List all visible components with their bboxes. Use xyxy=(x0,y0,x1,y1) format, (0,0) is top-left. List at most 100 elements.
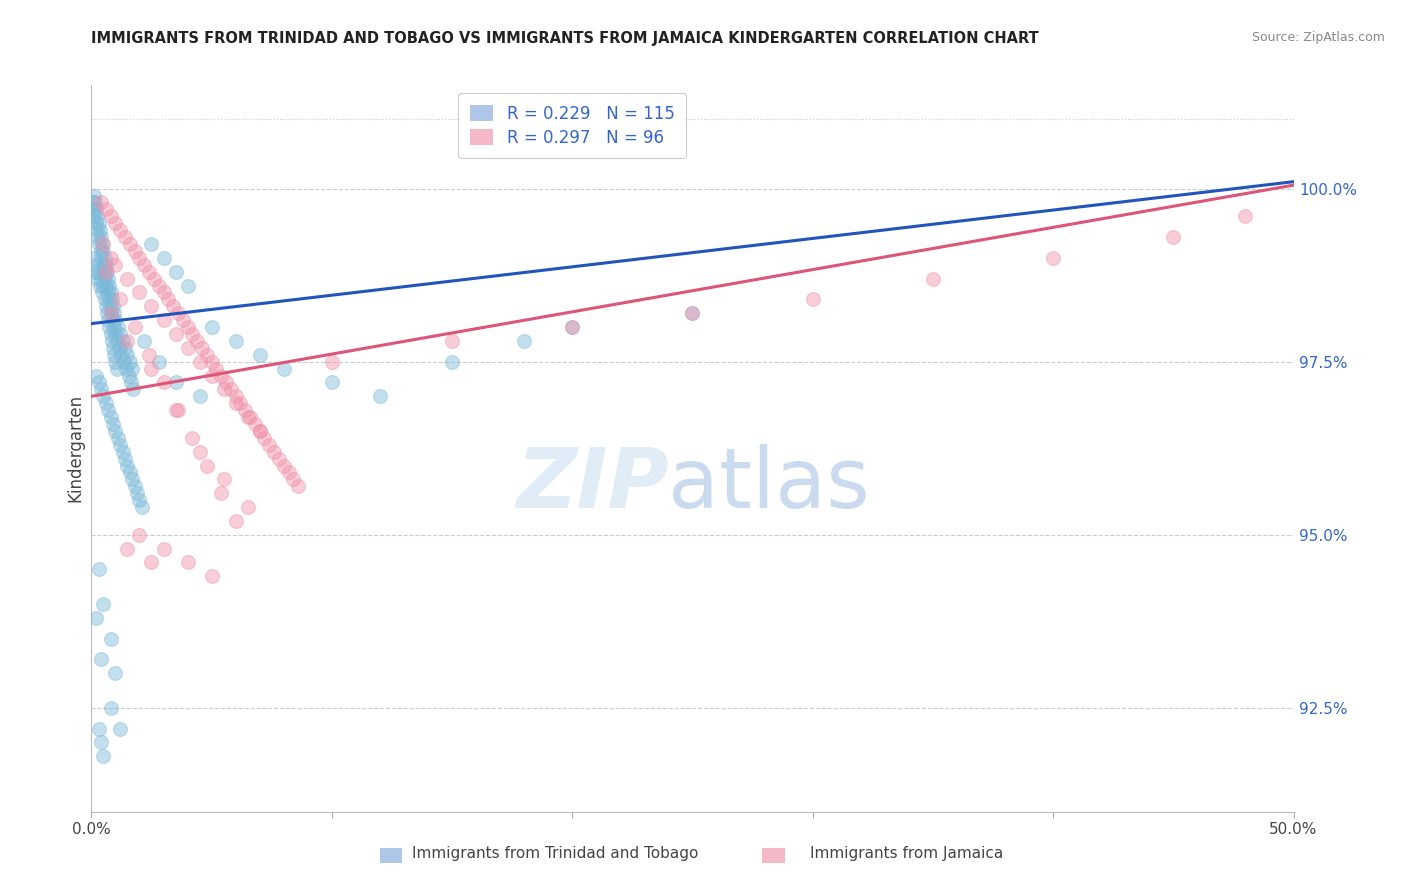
Point xyxy=(83,251,105,265)
Point xyxy=(321,354,343,368)
Point xyxy=(1042,251,1064,265)
Point xyxy=(103,320,125,334)
Point xyxy=(100,209,122,223)
Point xyxy=(188,354,211,368)
Point xyxy=(152,376,174,390)
Point xyxy=(104,313,127,327)
Point xyxy=(91,237,114,252)
Point xyxy=(148,354,170,368)
Point xyxy=(263,444,285,458)
Point xyxy=(121,472,143,486)
Point xyxy=(104,216,127,230)
Point xyxy=(90,383,112,397)
Point xyxy=(118,237,141,252)
Point xyxy=(141,299,163,313)
Point xyxy=(188,444,211,458)
Point xyxy=(253,431,276,445)
Point xyxy=(117,334,139,348)
Point xyxy=(148,278,170,293)
Point xyxy=(114,451,136,466)
Point xyxy=(87,376,110,390)
Text: Immigrants from Jamaica: Immigrants from Jamaica xyxy=(810,847,1004,861)
Point xyxy=(84,195,107,210)
Point xyxy=(105,361,128,376)
Point xyxy=(225,514,247,528)
Point xyxy=(209,368,232,383)
Point xyxy=(236,410,259,425)
Y-axis label: Kindergarten: Kindergarten xyxy=(66,394,84,502)
Point xyxy=(128,251,150,265)
Point xyxy=(195,458,218,473)
Point xyxy=(110,348,132,362)
Point xyxy=(157,293,180,307)
Point xyxy=(440,334,463,348)
Point xyxy=(225,389,247,403)
Point xyxy=(122,383,145,397)
Point xyxy=(124,244,146,258)
Point xyxy=(165,403,187,417)
Point xyxy=(125,486,148,500)
Point xyxy=(96,306,118,320)
Point xyxy=(209,486,232,500)
Point xyxy=(165,376,187,390)
Point xyxy=(86,223,108,237)
Point xyxy=(273,458,295,473)
Point xyxy=(922,271,945,285)
Point xyxy=(89,278,111,293)
Point xyxy=(681,306,703,320)
Point xyxy=(93,278,115,293)
Point xyxy=(110,326,132,341)
Point xyxy=(114,230,136,244)
Point xyxy=(225,334,247,348)
Text: Immigrants from Trinidad and Tobago: Immigrants from Trinidad and Tobago xyxy=(412,847,699,861)
Point xyxy=(176,278,198,293)
Point xyxy=(89,223,111,237)
Point xyxy=(114,341,136,355)
Point xyxy=(188,389,211,403)
Point xyxy=(98,278,121,293)
Point xyxy=(100,326,122,341)
Point xyxy=(212,383,235,397)
Point xyxy=(90,251,112,265)
Point xyxy=(200,569,222,583)
Point xyxy=(93,749,115,764)
Point xyxy=(104,354,127,368)
Point xyxy=(96,265,118,279)
Point xyxy=(267,451,290,466)
Point xyxy=(1234,209,1257,223)
Point xyxy=(111,334,134,348)
Point xyxy=(98,299,121,313)
Point xyxy=(90,735,112,749)
Point xyxy=(195,348,218,362)
Point xyxy=(86,271,108,285)
Point xyxy=(172,313,194,327)
Point xyxy=(1161,230,1184,244)
Point xyxy=(104,258,127,272)
Point xyxy=(101,417,124,431)
Point xyxy=(97,285,120,300)
Point xyxy=(249,424,271,438)
Text: atlas: atlas xyxy=(668,444,870,525)
Point xyxy=(215,376,238,390)
Point xyxy=(287,479,309,493)
Point xyxy=(101,313,124,327)
Text: ZIP: ZIP xyxy=(516,444,668,525)
Point xyxy=(200,354,222,368)
Text: IMMIGRANTS FROM TRINIDAD AND TOBAGO VS IMMIGRANTS FROM JAMAICA KINDERGARTEN CORR: IMMIGRANTS FROM TRINIDAD AND TOBAGO VS I… xyxy=(91,31,1039,46)
Point xyxy=(100,306,122,320)
Point xyxy=(165,265,187,279)
Point xyxy=(107,320,129,334)
Point xyxy=(200,320,222,334)
Point xyxy=(128,493,150,508)
Point xyxy=(167,306,190,320)
Point xyxy=(110,438,132,452)
Point xyxy=(84,216,107,230)
Point xyxy=(101,341,124,355)
Point xyxy=(87,216,110,230)
Point xyxy=(200,368,222,383)
Point xyxy=(100,285,122,300)
Point xyxy=(101,299,124,313)
Point xyxy=(94,202,117,217)
Point xyxy=(124,479,146,493)
Point xyxy=(94,396,117,410)
